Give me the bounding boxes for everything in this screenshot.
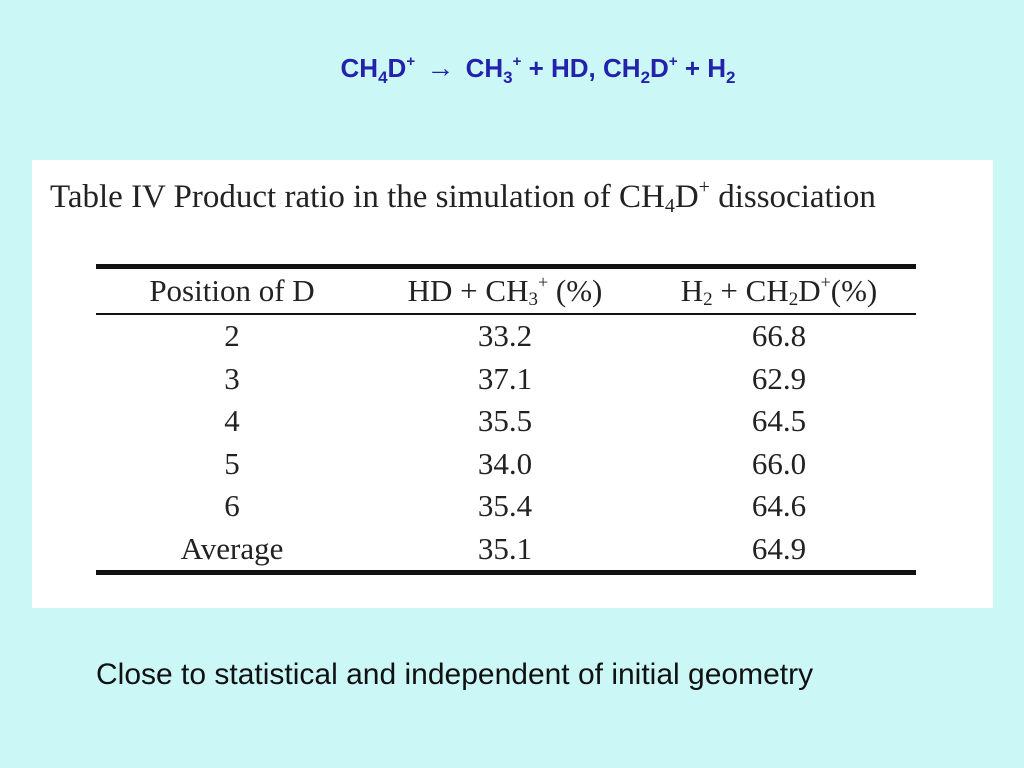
header-subscript: 2 bbox=[788, 289, 799, 310]
cell-position: 6 bbox=[224, 488, 240, 524]
header-superscript: + bbox=[537, 272, 549, 292]
cell-h2-ch2d: 64.9 bbox=[751, 530, 807, 566]
cell-hd-ch3: 35.4 bbox=[477, 488, 533, 524]
header-label: H bbox=[680, 273, 704, 308]
header-superscript: + bbox=[820, 272, 831, 292]
cell-position: Average bbox=[180, 530, 284, 566]
cell-h2-ch2d: 66.0 bbox=[751, 445, 807, 481]
equation-superscript: + bbox=[668, 53, 678, 70]
conclusion-note: Close to statistical and independent of … bbox=[96, 658, 814, 691]
cell-h2-ch2d: 62.9 bbox=[751, 360, 807, 396]
equation-text: + H bbox=[684, 53, 726, 83]
header-label: HD + CH bbox=[407, 273, 529, 308]
table-row: 6 35.4 64.6 bbox=[96, 485, 916, 528]
equation-text: D bbox=[387, 53, 407, 83]
cell-h2-ch2d: 64.5 bbox=[751, 403, 807, 439]
equation-subscript: 3 bbox=[503, 68, 513, 87]
equation-superscript: + bbox=[512, 53, 522, 70]
caption-subscript: 4 bbox=[664, 195, 675, 217]
header-label: Position of D bbox=[149, 273, 315, 308]
table-image-panel: Table IV Product ratio in the simulation… bbox=[32, 160, 993, 608]
table-row: 2 33.2 66.8 bbox=[96, 314, 916, 358]
header-hd-ch3: HD + CH3+ (%) bbox=[368, 266, 642, 315]
equation-subscript: 2 bbox=[726, 68, 736, 87]
cell-hd-ch3: 37.1 bbox=[477, 360, 533, 396]
cell-hd-ch3: 34.0 bbox=[477, 445, 533, 481]
cell-hd-ch3: 35.1 bbox=[477, 530, 533, 566]
table-row: 5 34.0 66.0 bbox=[96, 443, 916, 486]
header-subscript: 3 bbox=[528, 289, 538, 310]
cell-position: 5 bbox=[224, 445, 240, 481]
caption-text: dissociation bbox=[709, 179, 876, 215]
equation-text: CH bbox=[340, 53, 379, 83]
cell-h2-ch2d: 64.6 bbox=[751, 488, 807, 524]
header-position-of-d: Position of D bbox=[96, 266, 368, 315]
table-row-average: Average 35.1 64.9 bbox=[96, 528, 916, 573]
cell-position: 4 bbox=[224, 403, 240, 439]
header-label: (%) bbox=[548, 273, 603, 308]
equation-text: + HD, CH bbox=[528, 53, 641, 83]
caption-text: Table IV Product ratio in the simulation… bbox=[50, 179, 665, 215]
equation-subscript: 4 bbox=[378, 68, 388, 87]
equation-subscript: 2 bbox=[640, 68, 651, 87]
reaction-equation: CH4D+ → CH3+ + HD, CH2D+ + H2 bbox=[0, 52, 1024, 87]
equation-superscript: + bbox=[406, 53, 416, 70]
header-h2-ch2d: H2 + CH2D+(%) bbox=[642, 266, 916, 315]
equation-text: D bbox=[650, 53, 669, 83]
cell-hd-ch3: 35.5 bbox=[477, 403, 533, 439]
caption-superscript: + bbox=[698, 176, 710, 198]
reaction-arrow-icon: → bbox=[426, 52, 455, 83]
table-row: 4 35.5 64.5 bbox=[96, 400, 916, 443]
cell-position: 2 bbox=[224, 318, 240, 354]
table-caption: Table IV Product ratio in the simulation… bbox=[50, 176, 876, 217]
header-subscript: 2 bbox=[703, 289, 713, 310]
cell-hd-ch3: 33.2 bbox=[477, 318, 533, 354]
header-label: D bbox=[798, 273, 821, 308]
table-header-row: Position of D HD + CH3+ (%) H2 + CH2D+(%… bbox=[96, 266, 916, 315]
cell-h2-ch2d: 66.8 bbox=[751, 318, 807, 354]
header-label: + CH bbox=[712, 273, 789, 308]
table-row: 3 37.1 62.9 bbox=[96, 358, 916, 401]
product-ratio-table: Position of D HD + CH3+ (%) H2 + CH2D+(%… bbox=[96, 264, 916, 575]
equation-text: CH bbox=[465, 53, 504, 83]
caption-text: D bbox=[674, 179, 699, 215]
header-label: (%) bbox=[830, 273, 878, 308]
cell-position: 3 bbox=[224, 360, 240, 396]
